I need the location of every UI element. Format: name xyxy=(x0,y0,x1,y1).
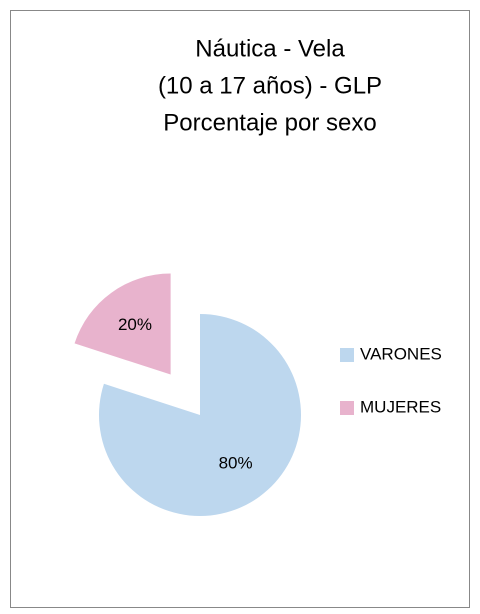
data-label: 80% xyxy=(219,454,253,473)
chart-title: Náutica - Vela xyxy=(195,35,345,62)
data-label: 20% xyxy=(118,315,152,334)
legend-swatch xyxy=(340,348,354,362)
legend-label: MUJERES xyxy=(360,397,441,416)
chart-title: Porcentaje por sexo xyxy=(163,109,376,136)
pie-slice xyxy=(98,314,301,516)
chart-frame xyxy=(10,10,470,608)
legend-label: VARONES xyxy=(360,344,442,363)
chart-title: (10 a 17 años) - GLP xyxy=(158,72,382,99)
legend-swatch xyxy=(340,401,354,415)
pie-slice xyxy=(74,273,171,375)
